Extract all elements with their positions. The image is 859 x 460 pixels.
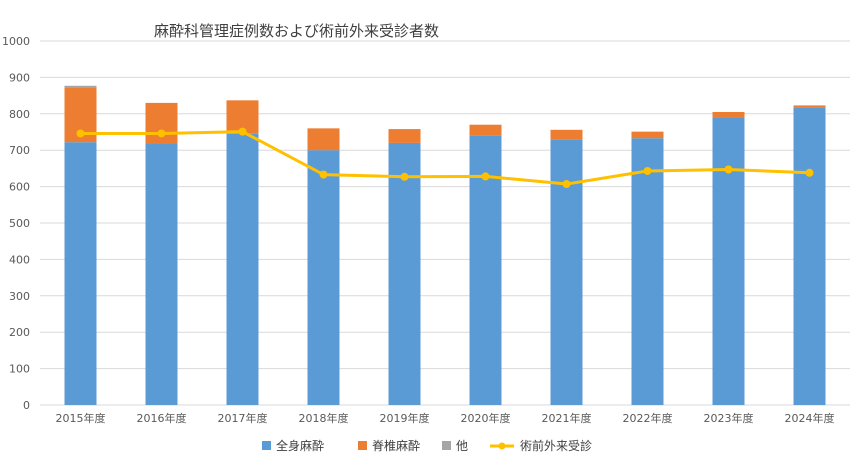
legend-label: 他 [456,439,468,453]
legend-swatch [358,441,367,450]
line-point [805,168,814,177]
line-point [400,172,409,181]
y-tick-label: 600 [9,181,30,194]
legend-label: 術前外来受診 [520,438,592,453]
line-point [238,127,247,136]
y-tick-label: 900 [9,71,30,84]
y-tick-label: 400 [9,253,30,266]
line-point [562,180,571,189]
legend-label: 全身麻酔 [276,438,324,453]
legend-label: 脊椎麻酔 [372,438,420,453]
legend-swatch [262,441,271,450]
x-tick-label: 2018年度 [299,411,349,425]
x-tick-label: 2019年度 [380,411,430,425]
y-tick-label: 1000 [2,35,30,48]
legend-marker [498,442,506,450]
y-tick-label: 100 [9,363,30,376]
line-point [643,166,652,175]
legend-swatch [442,441,451,450]
y-tick-label: 200 [9,326,30,339]
line-series [80,130,810,186]
x-tick-label: 2021年度 [542,411,592,425]
bar-全身麻酔 [550,139,583,405]
x-tick-label: 2020年度 [461,411,511,425]
y-tick-label: 500 [9,217,30,230]
bar-全身麻酔 [307,150,340,405]
bar-他 [64,85,97,88]
bar-全身麻酔 [388,142,421,406]
x-tick-label: 2024年度 [785,411,835,425]
line-point [481,172,490,181]
bar-全身麻酔 [712,117,745,405]
x-tick-label: 2015年度 [56,411,106,425]
bar-脊椎麻酔 [388,129,421,143]
bar-全身麻酔 [145,144,178,405]
bar-脊椎麻酔 [793,105,826,108]
bar-脊椎麻酔 [145,102,178,145]
line-point [157,129,166,138]
line-point [319,170,328,179]
x-tick-label: 2016年度 [137,411,187,425]
chart-title: 麻酔科管理症例数および術前外来受診者数 [154,22,440,40]
bar-全身麻酔 [631,138,664,406]
bar-全身麻酔 [793,107,826,406]
bar-脊椎麻酔 [631,131,664,139]
y-tick-label: 800 [9,108,30,121]
y-tick-label: 0 [23,399,30,412]
x-tick-label: 2022年度 [623,411,673,425]
line-point [76,129,85,138]
y-tick-label: 700 [9,144,30,157]
x-tick-label: 2023年度 [704,411,754,425]
line-point [724,165,733,174]
bar-脊椎麻酔 [307,128,340,151]
y-tick-label: 300 [9,290,30,303]
bar-脊椎麻酔 [712,111,745,118]
bar-全身麻酔 [226,133,259,405]
bar-全身麻酔 [64,142,97,405]
x-tick-label: 2017年度 [218,411,268,425]
bar-脊椎麻酔 [469,124,502,136]
bar-全身麻酔 [469,135,502,405]
bar-脊椎麻酔 [550,129,583,140]
